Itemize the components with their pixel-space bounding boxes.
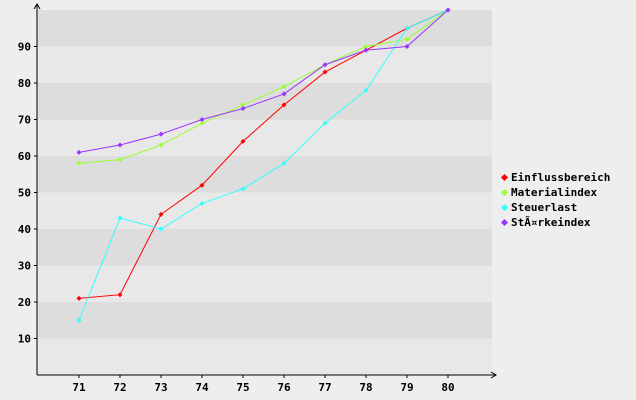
x-axis-arrow <box>490 371 497 379</box>
legend-label: Materialindex <box>511 186 598 199</box>
legend-item: Steuerlast <box>498 200 610 215</box>
grid-bands <box>37 10 492 375</box>
data-point-einflussbereich <box>322 69 328 75</box>
data-point-einflussbereich <box>240 138 246 144</box>
data-point-steuerlast <box>281 160 287 166</box>
data-point-st-rkeindex <box>240 106 246 112</box>
x-tick-label: 72 <box>113 381 126 394</box>
legend-item: Materialindex <box>498 185 610 200</box>
data-point-st-rkeindex <box>363 47 369 53</box>
data-point-steuerlast <box>363 87 369 93</box>
data-point-steuerlast <box>158 226 164 232</box>
data-point-einflussbereich <box>199 182 205 188</box>
legend-item: Einflussbereich <box>498 170 610 185</box>
x-tick-label: 74 <box>195 381 209 394</box>
series-lines <box>78 9 449 321</box>
x-tick-label: 73 <box>154 381 167 394</box>
grid-band <box>37 10 492 47</box>
data-point-steuerlast <box>322 120 328 126</box>
data-point-materialindex <box>240 102 246 108</box>
data-point-st-rkeindex <box>322 62 328 68</box>
legend-marker-icon <box>500 173 509 182</box>
axes <box>33 3 497 379</box>
data-point-st-rkeindex <box>158 131 164 137</box>
legend-label: Steuerlast <box>511 201 578 214</box>
data-point-materialindex <box>158 142 164 148</box>
y-tick-label: 70 <box>18 114 31 127</box>
x-tick-label: 75 <box>236 381 249 394</box>
data-point-einflussbereich <box>158 211 164 217</box>
series-line-st-rkeindex <box>78 9 449 153</box>
grid-band <box>37 302 492 339</box>
legend-marker-icon <box>500 188 509 197</box>
data-point-steuerlast <box>117 215 123 221</box>
series-line-materialindex <box>78 9 449 164</box>
y-tick-label: 90 <box>18 41 31 54</box>
grid-band <box>37 265 492 302</box>
y-axis-ticks: 10 20 30 40 50 60 70 80 90 <box>18 41 37 346</box>
data-point-steuerlast <box>240 186 246 192</box>
grid-band <box>37 156 492 193</box>
y-tick-label: 50 <box>18 187 31 200</box>
legend-item: StÃ¤rkeindex <box>498 215 610 230</box>
legend-label: StÃ¤rkeindex <box>511 216 591 229</box>
data-point-st-rkeindex <box>404 44 410 49</box>
grid-band <box>37 338 492 375</box>
data-point-einflussbereich <box>281 102 287 108</box>
data-point-st-rkeindex <box>281 91 287 97</box>
grid-band <box>37 192 492 229</box>
x-tick-label: 80 <box>441 381 454 394</box>
series-points <box>76 7 451 323</box>
grid-band <box>37 119 492 156</box>
data-point-einflussbereich <box>117 292 123 298</box>
grid-band <box>37 46 492 83</box>
y-tick-label: 10 <box>18 333 31 346</box>
data-point-materialindex <box>76 160 82 166</box>
legend-marker-icon <box>500 218 509 227</box>
y-tick-label: 80 <box>18 77 31 90</box>
data-point-einflussbereich <box>76 295 82 301</box>
y-tick-label: 20 <box>18 296 31 309</box>
data-point-st-rkeindex <box>117 142 123 148</box>
grid-band <box>37 229 492 266</box>
y-tick-label: 60 <box>18 150 31 163</box>
data-point-steuerlast <box>199 200 205 206</box>
data-point-st-rkeindex <box>445 7 451 13</box>
x-tick-label: 71 <box>72 381 86 394</box>
y-axis-arrow <box>33 3 41 10</box>
data-point-st-rkeindex <box>76 149 82 155</box>
data-point-materialindex <box>199 120 205 126</box>
series-line-einflussbereich <box>78 9 449 299</box>
data-point-steuerlast <box>76 317 82 323</box>
data-point-materialindex <box>363 44 369 49</box>
data-point-st-rkeindex <box>199 117 205 122</box>
y-tick-label: 30 <box>18 260 31 273</box>
y-tick-label: 40 <box>18 223 31 236</box>
x-tick-label: 78 <box>359 381 372 394</box>
data-point-materialindex <box>404 36 410 42</box>
series-line-steuerlast <box>78 9 449 321</box>
x-axis-ticks: 71 72 73 74 75 76 77 78 79 80 <box>72 375 455 394</box>
legend-label: Einflussbereich <box>511 171 611 184</box>
x-tick-label: 77 <box>318 381 331 394</box>
data-point-materialindex <box>117 157 123 163</box>
x-tick-label: 79 <box>400 381 413 394</box>
x-tick-label: 76 <box>277 381 291 394</box>
legend: Einflussbereich Materialindex Steuerlast St… <box>498 170 610 230</box>
data-point-steuerlast <box>404 25 410 31</box>
data-point-materialindex <box>281 84 287 90</box>
legend-marker-icon <box>500 203 509 212</box>
